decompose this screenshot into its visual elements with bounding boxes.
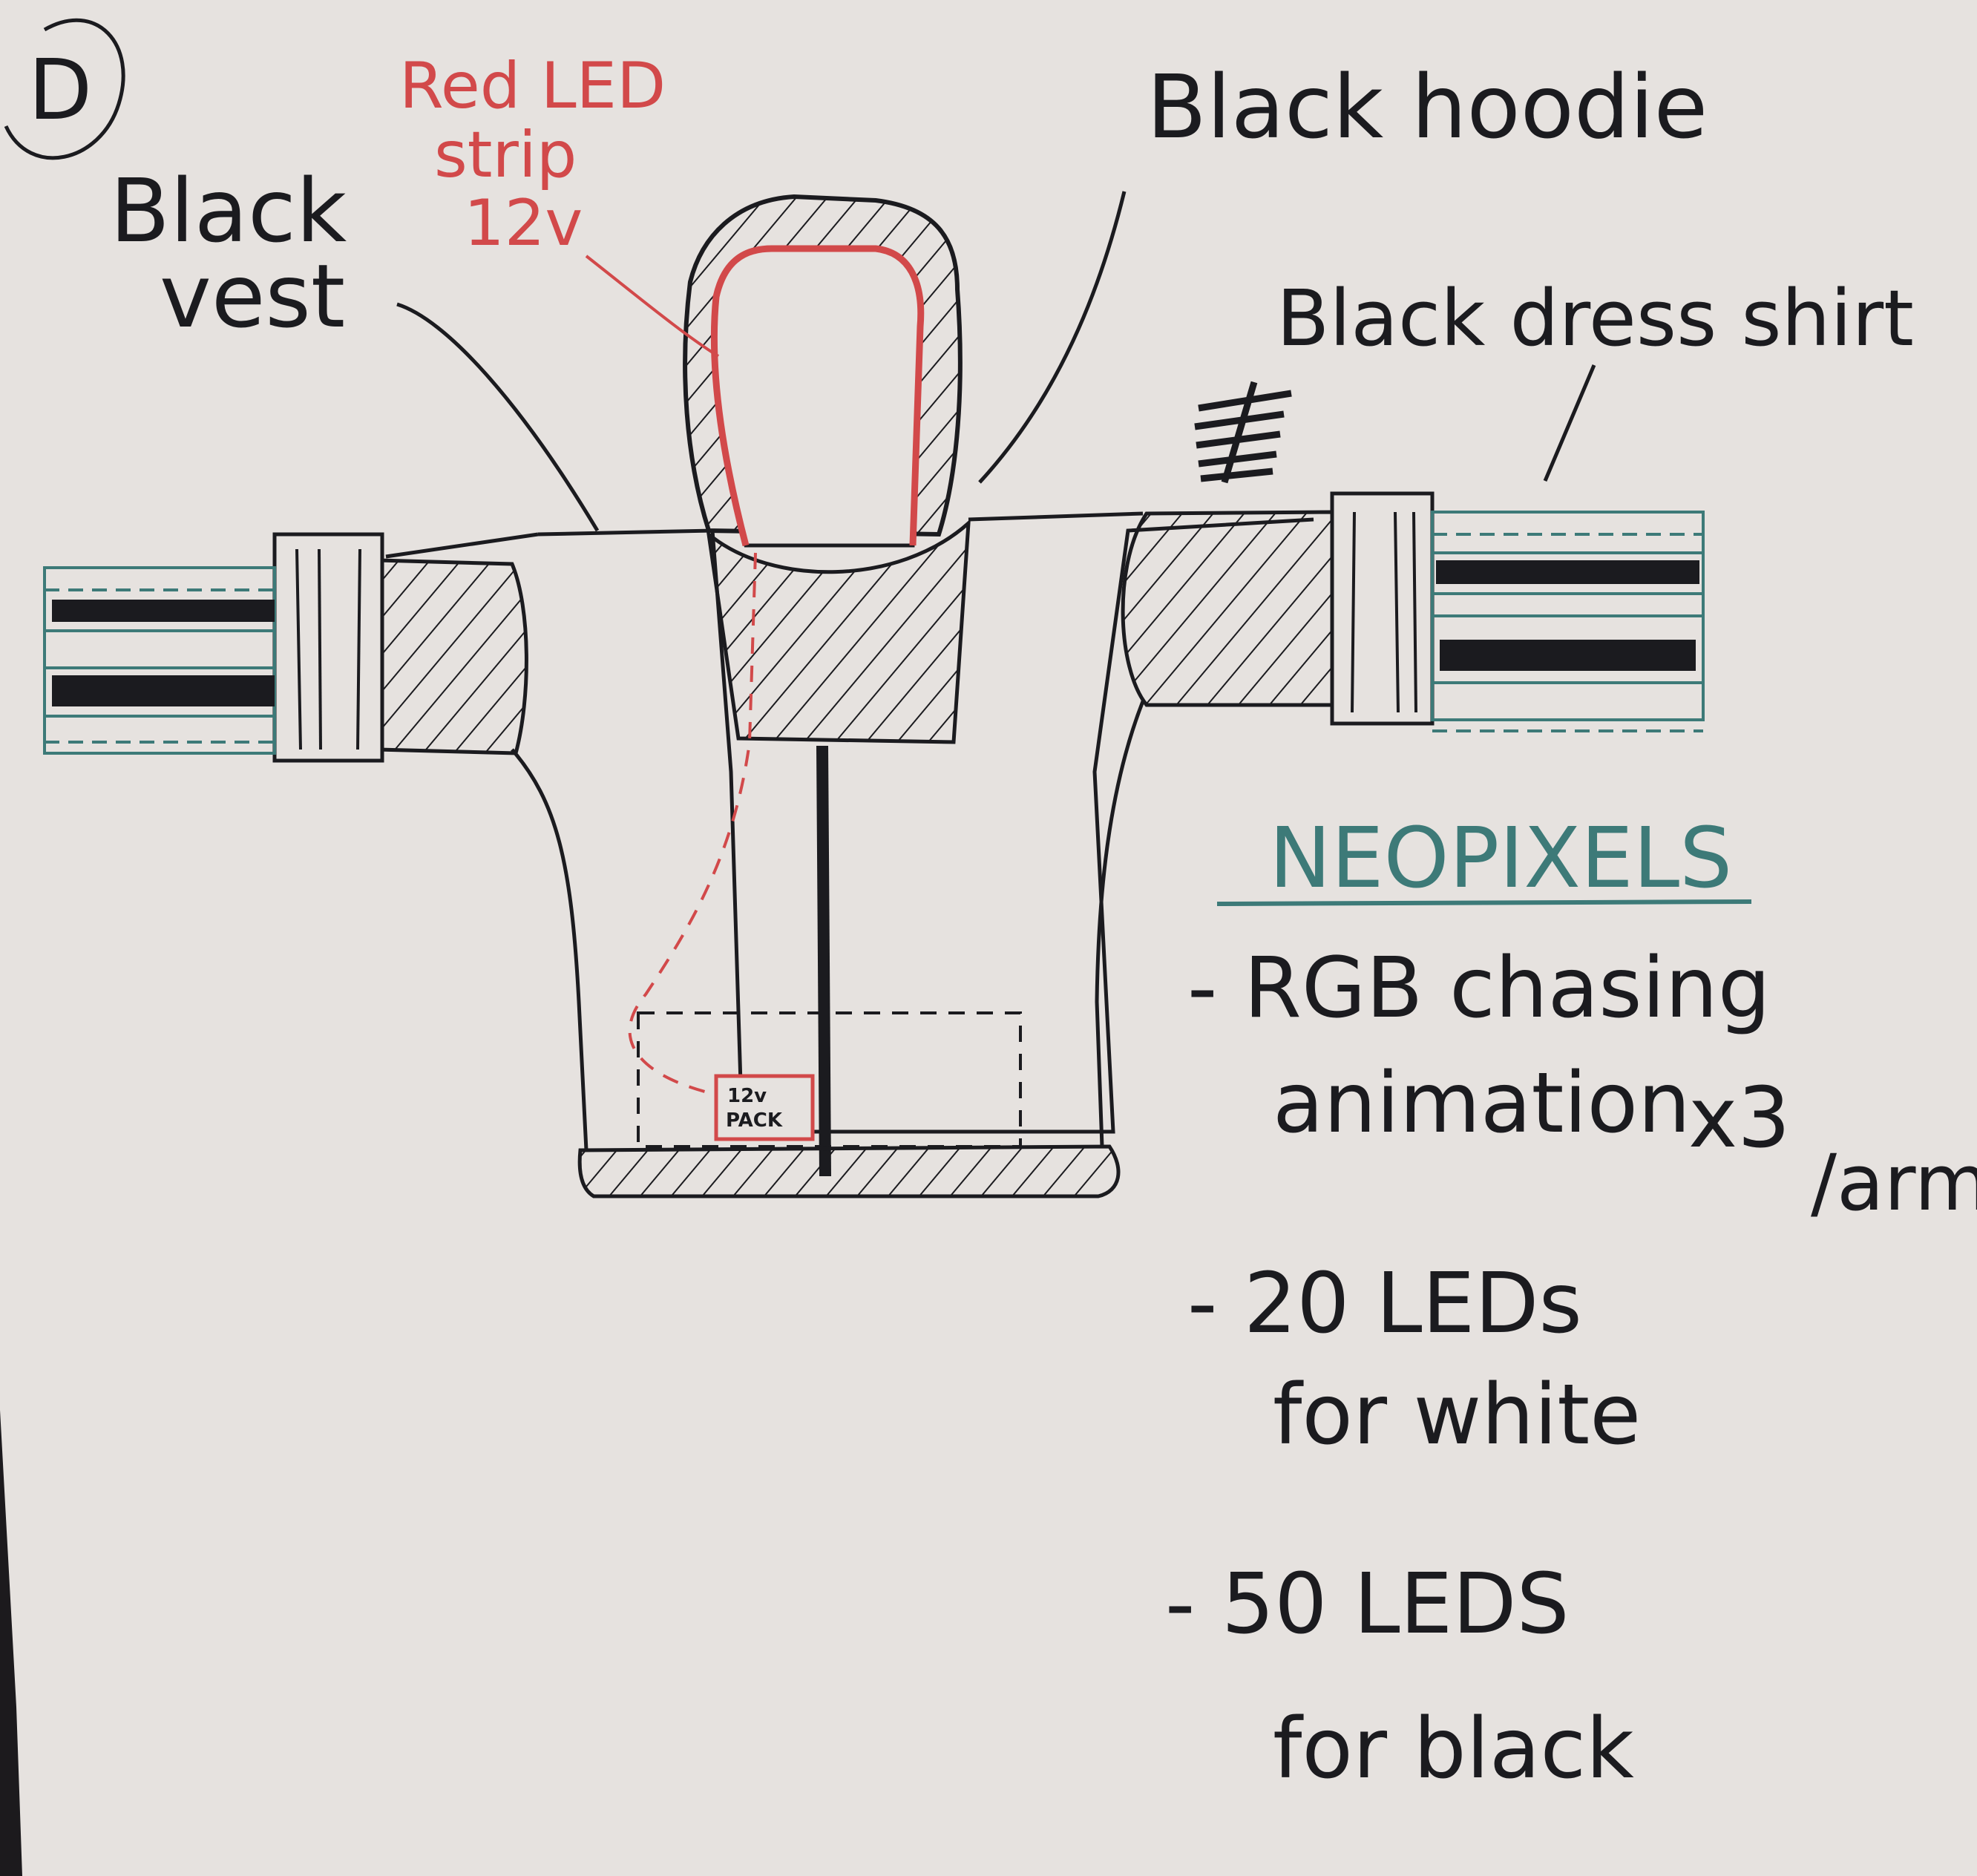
shirt-leader-line [1543, 364, 1596, 482]
label-black-vest: Black vest [110, 160, 347, 347]
red-led-strip [710, 245, 925, 547]
collar [706, 519, 971, 744]
label-black-hoodie: Black hoodie [1147, 56, 1708, 158]
battery-pack: 12v PACK [714, 1074, 815, 1141]
zipper [816, 745, 831, 1177]
note-item-rgb: - RGB chasing animation x3 /arm [1187, 940, 1977, 1228]
vest-shoulder [376, 558, 528, 755]
svg-text:Red LED: Red LED [399, 49, 666, 123]
svg-text:for black: for black [1273, 1701, 1634, 1797]
right-cuff [1330, 491, 1435, 726]
left-arm [43, 532, 588, 1151]
label-red-led-strip: Red LED strip 12v [399, 49, 666, 260]
waistband [577, 1144, 1121, 1198]
note-item-black: - 50 LEDS for black [1165, 1556, 1634, 1797]
svg-text:Black: Black [110, 160, 347, 262]
note-item-white: - 20 LEDs for white [1187, 1256, 1641, 1463]
pocket [637, 1011, 1022, 1148]
corner-mark: D [4, 19, 125, 160]
svg-text:x3: x3 [1688, 1070, 1791, 1167]
svg-text:/arm: /arm [1811, 1138, 1977, 1228]
notes-heading-underline [1216, 899, 1752, 906]
svg-text:vest: vest [160, 245, 345, 347]
neopixels-notes: NEOPIXELS - RGB chasing animation x3 /ar… [1165, 810, 1977, 1797]
vest-shoulder-right [1121, 510, 1338, 707]
notes-heading: NEOPIXELS [1269, 810, 1732, 907]
right-arm [968, 491, 1705, 1147]
right-neopixel-strip [1431, 511, 1705, 732]
led-wire [628, 552, 757, 1096]
svg-text:strip: strip [434, 118, 577, 192]
scribble-mark [1194, 381, 1292, 484]
vest-leader-line [396, 302, 600, 532]
left-neopixel-strip [43, 566, 276, 755]
svg-text:for white: for white [1273, 1367, 1641, 1463]
left-cuff [272, 532, 384, 763]
label-black-dress-shirt: Black dress shirt [1276, 273, 1914, 364]
svg-text:- 50 LEDS: - 50 LEDS [1165, 1556, 1570, 1653]
svg-text:12v: 12v [727, 1085, 767, 1107]
led-leader-line [585, 255, 720, 358]
svg-text:- 20 LEDs: - 20 LEDs [1187, 1256, 1582, 1352]
svg-text:D: D [28, 42, 92, 139]
svg-text:PACK: PACK [726, 1109, 783, 1132]
svg-text:animation: animation [1273, 1055, 1691, 1152]
hoodie-leader-line [978, 191, 1127, 484]
svg-text:12v: 12v [464, 186, 583, 260]
hoodie-body [537, 194, 1314, 1198]
svg-text:- RGB chasing: - RGB chasing [1187, 940, 1771, 1037]
